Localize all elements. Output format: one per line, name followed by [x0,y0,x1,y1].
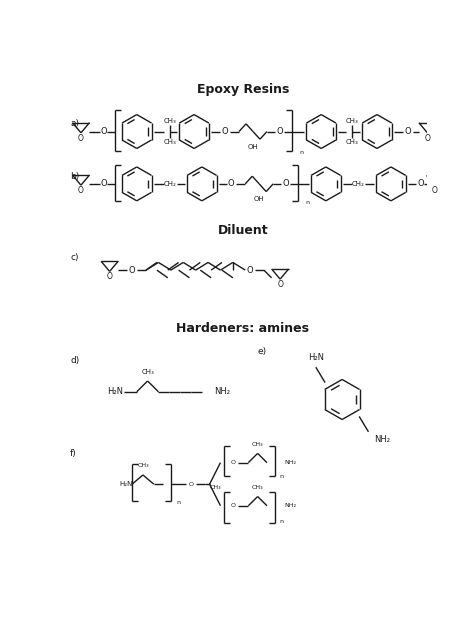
Text: O: O [230,460,236,465]
Text: O: O [424,134,430,143]
Text: O: O [277,280,283,289]
Text: NH₂: NH₂ [374,435,391,444]
Text: NH₂: NH₂ [214,387,230,396]
Text: O: O [129,266,136,275]
Text: c): c) [70,252,79,262]
Text: O: O [405,127,411,136]
Text: O: O [107,273,112,281]
Text: O: O [276,127,283,136]
Text: Hardeners: amines: Hardeners: amines [176,322,310,335]
Text: n: n [305,200,309,205]
Text: CH₃: CH₃ [252,485,264,489]
Text: CH₂: CH₂ [352,181,365,187]
Text: O: O [282,179,289,188]
Text: f): f) [70,449,77,458]
Text: CH₃: CH₃ [210,485,222,489]
Text: Diluent: Diluent [218,224,268,236]
Text: n: n [177,500,181,505]
Text: O: O [222,127,228,136]
Text: NH₂: NH₂ [284,460,296,465]
Text: O: O [431,186,438,195]
Text: e): e) [258,347,267,356]
Text: O: O [78,134,84,143]
Text: H₂N: H₂N [120,481,133,487]
Text: CH₃: CH₃ [141,369,154,375]
Text: OH: OH [254,197,264,202]
Text: CH₃: CH₃ [346,118,358,124]
Text: O: O [228,179,235,188]
Text: O: O [230,503,236,508]
Text: n: n [299,150,303,155]
Text: CH₃: CH₃ [164,139,176,145]
Text: CH₂: CH₂ [164,181,176,187]
Text: CH₃: CH₃ [346,139,358,145]
Text: O: O [100,179,107,188]
Text: CH₃: CH₃ [164,118,176,124]
Text: a): a) [70,119,79,128]
Text: O: O [100,127,107,136]
Text: n: n [279,474,283,479]
Text: OH: OH [248,144,258,150]
Text: O: O [417,179,424,188]
Text: b): b) [70,172,79,181]
Text: O: O [78,186,84,195]
Text: d): d) [70,356,79,365]
Text: CH₃: CH₃ [137,463,149,468]
Text: O: O [189,482,193,487]
Text: O: O [246,266,253,275]
Text: NH₂: NH₂ [284,503,296,508]
Text: CH₃: CH₃ [252,442,264,446]
Text: Epoxy Resins: Epoxy Resins [197,84,289,96]
Text: n: n [279,519,283,524]
Text: H₂N: H₂N [107,387,123,396]
Text: H₂N: H₂N [308,353,324,361]
